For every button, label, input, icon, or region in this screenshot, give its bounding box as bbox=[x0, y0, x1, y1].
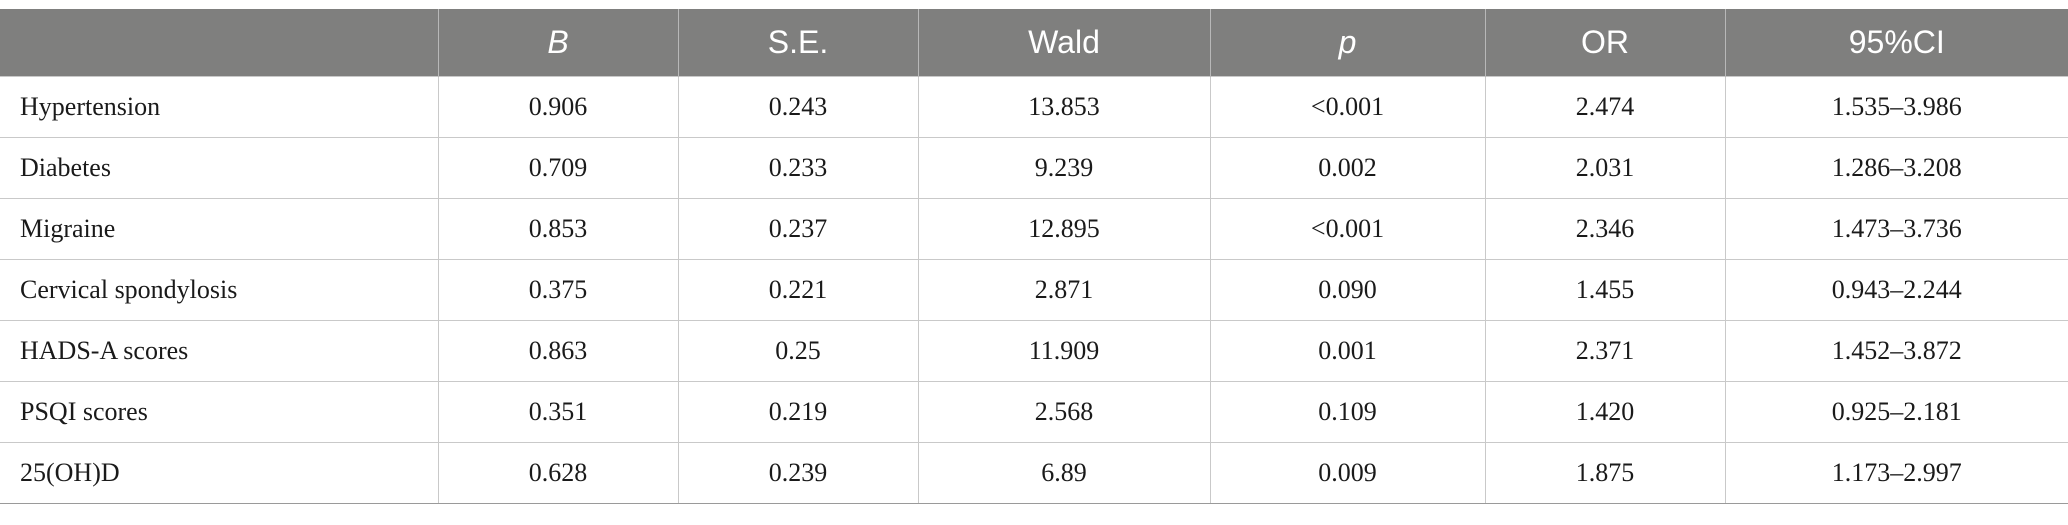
cell-b: 0.906 bbox=[437, 76, 679, 138]
cell-or: 1.420 bbox=[1484, 381, 1726, 443]
cell-wald: 12.895 bbox=[917, 198, 1211, 260]
cell-wald: 9.239 bbox=[917, 137, 1211, 199]
cell-se: 0.233 bbox=[677, 137, 919, 199]
table-row: Migraine 0.853 0.237 12.895 <0.001 2.346… bbox=[0, 198, 2068, 260]
cell-p: 0.002 bbox=[1209, 137, 1486, 199]
cell-wald: 6.89 bbox=[917, 442, 1211, 504]
cell-p: 0.090 bbox=[1209, 259, 1486, 321]
header-cell-b: B bbox=[437, 9, 679, 77]
cell-b: 0.709 bbox=[437, 137, 679, 199]
cell-p: 0.009 bbox=[1209, 442, 1486, 504]
header-row: B S.E. Wald p OR 95%CI bbox=[0, 9, 2068, 77]
row-label: Migraine bbox=[0, 198, 439, 260]
table-row: Hypertension 0.906 0.243 13.853 <0.001 2… bbox=[0, 76, 2068, 138]
cell-se: 0.25 bbox=[677, 320, 919, 382]
header-cell-wald: Wald bbox=[917, 9, 1211, 77]
cell-ci: 0.943–2.244 bbox=[1724, 259, 2068, 321]
cell-or: 1.455 bbox=[1484, 259, 1726, 321]
cell-ci: 0.925–2.181 bbox=[1724, 381, 2068, 443]
cell-or: 2.371 bbox=[1484, 320, 1726, 382]
cell-or: 2.031 bbox=[1484, 137, 1726, 199]
table-row: PSQI scores 0.351 0.219 2.568 0.109 1.42… bbox=[0, 381, 2068, 443]
cell-or: 2.474 bbox=[1484, 76, 1726, 138]
row-label: 25(OH)D bbox=[0, 442, 439, 504]
cell-p: 0.001 bbox=[1209, 320, 1486, 382]
header-cell-p: p bbox=[1209, 9, 1486, 77]
cell-ci: 1.473–3.736 bbox=[1724, 198, 2068, 260]
row-label: HADS-A scores bbox=[0, 320, 439, 382]
cell-or: 1.875 bbox=[1484, 442, 1726, 504]
cell-p: 0.109 bbox=[1209, 381, 1486, 443]
table-row: Cervical spondylosis 0.375 0.221 2.871 0… bbox=[0, 259, 2068, 321]
cell-se: 0.237 bbox=[677, 198, 919, 260]
cell-b: 0.863 bbox=[437, 320, 679, 382]
cell-se: 0.243 bbox=[677, 76, 919, 138]
cell-se: 0.239 bbox=[677, 442, 919, 504]
regression-results-table: B S.E. Wald p OR 95%CI Hypertension 0.90… bbox=[0, 9, 2068, 504]
cell-ci: 1.535–3.986 bbox=[1724, 76, 2068, 138]
cell-wald: 2.871 bbox=[917, 259, 1211, 321]
cell-p: <0.001 bbox=[1209, 198, 1486, 260]
row-label: Cervical spondylosis bbox=[0, 259, 439, 321]
header-cell-se: S.E. bbox=[677, 9, 919, 77]
cell-ci: 1.173–2.997 bbox=[1724, 442, 2068, 504]
cell-p: <0.001 bbox=[1209, 76, 1486, 138]
table-row: 25(OH)D 0.628 0.239 6.89 0.009 1.875 1.1… bbox=[0, 442, 2068, 504]
cell-b: 0.853 bbox=[437, 198, 679, 260]
cell-ci: 1.452–3.872 bbox=[1724, 320, 2068, 382]
cell-b: 0.628 bbox=[437, 442, 679, 504]
cell-ci: 1.286–3.208 bbox=[1724, 137, 2068, 199]
table-row: HADS-A scores 0.863 0.25 11.909 0.001 2.… bbox=[0, 320, 2068, 382]
cell-wald: 2.568 bbox=[917, 381, 1211, 443]
header-cell-or: OR bbox=[1484, 9, 1726, 77]
cell-or: 2.346 bbox=[1484, 198, 1726, 260]
cell-b: 0.351 bbox=[437, 381, 679, 443]
table-row: Diabetes 0.709 0.233 9.239 0.002 2.031 1… bbox=[0, 137, 2068, 199]
table-body: Hypertension 0.906 0.243 13.853 <0.001 2… bbox=[0, 76, 2068, 504]
header-cell-ci: 95%CI bbox=[1724, 9, 2068, 77]
cell-se: 0.221 bbox=[677, 259, 919, 321]
row-label: Diabetes bbox=[0, 137, 439, 199]
table-header: B S.E. Wald p OR 95%CI bbox=[0, 9, 2068, 77]
cell-b: 0.375 bbox=[437, 259, 679, 321]
row-label: PSQI scores bbox=[0, 381, 439, 443]
header-cell-variable bbox=[0, 9, 439, 77]
cell-wald: 11.909 bbox=[917, 320, 1211, 382]
cell-wald: 13.853 bbox=[917, 76, 1211, 138]
row-label: Hypertension bbox=[0, 76, 439, 138]
cell-se: 0.219 bbox=[677, 381, 919, 443]
